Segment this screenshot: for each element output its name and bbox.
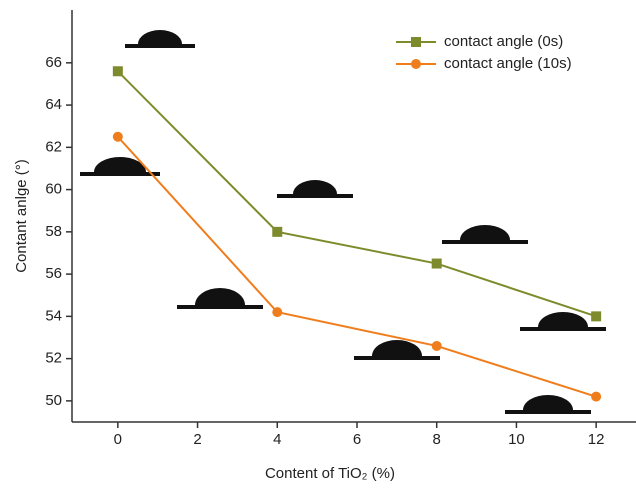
- x-tick-label: 4: [273, 431, 281, 448]
- droplet-icons: [80, 30, 606, 414]
- x-tick-label: 6: [353, 431, 361, 448]
- x-tick-label: 12: [588, 431, 605, 448]
- series-line: [117, 70, 597, 318]
- data-point: [272, 307, 283, 318]
- y-tick-label: 66: [45, 54, 62, 71]
- y-tick-label: 62: [45, 138, 62, 155]
- x-tick-label: 10: [508, 431, 525, 448]
- y-tick-label: 52: [45, 350, 62, 367]
- legend-label: contact angle (0s): [444, 33, 563, 50]
- y-tick-label: 60: [45, 181, 62, 198]
- y-tick-label: 56: [45, 265, 62, 282]
- series-line: [117, 136, 597, 398]
- data-point: [112, 131, 123, 142]
- legend-label: contact angle (10s): [444, 55, 572, 72]
- data-point: [591, 391, 602, 402]
- data-point: [272, 226, 283, 237]
- data-point: [431, 340, 442, 351]
- y-tick-label: 64: [45, 96, 62, 113]
- x-tick-label: 0: [114, 431, 122, 448]
- legend-marker: [411, 37, 421, 47]
- data-point: [431, 258, 442, 269]
- x-tick-label: 2: [193, 431, 201, 448]
- y-tick-label: 54: [45, 307, 62, 324]
- y-tick-label: 58: [45, 223, 62, 240]
- y-axis-label: Contant anlge (°): [13, 159, 30, 273]
- data-point: [591, 311, 602, 322]
- legend-marker: [411, 59, 421, 69]
- x-axis-label: Content of TiO₂ (%): [265, 465, 395, 482]
- x-tick-label: 8: [433, 431, 441, 448]
- y-tick-label: 50: [45, 392, 62, 409]
- data-point: [112, 66, 123, 77]
